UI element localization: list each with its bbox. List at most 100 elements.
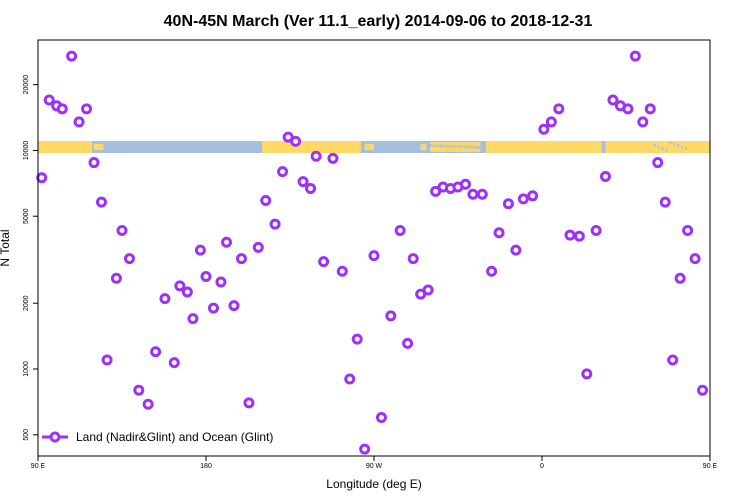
data-point — [73, 116, 85, 128]
data-point — [95, 196, 107, 208]
data-point — [394, 225, 406, 237]
band-speckle — [456, 145, 459, 149]
data-point — [344, 373, 356, 385]
band-speckle — [444, 144, 447, 148]
data-point — [318, 256, 330, 268]
data-point — [573, 230, 585, 242]
data-point — [486, 265, 498, 277]
band-speckle — [478, 146, 481, 149]
band-speckle — [439, 144, 442, 148]
y-tick-label: 5000 — [23, 208, 30, 224]
x-tick-label: 90 E — [31, 463, 46, 470]
land-segment — [94, 144, 104, 150]
land-ocean-band — [38, 141, 710, 153]
data-point — [260, 195, 272, 207]
band-speckle — [677, 144, 680, 147]
legend-marker — [49, 431, 61, 443]
data-point — [235, 253, 247, 265]
land-segment — [420, 144, 427, 150]
data-point — [493, 227, 505, 239]
data-point — [697, 384, 709, 396]
data-point — [66, 50, 78, 62]
x-tick-label: 90 W — [366, 463, 383, 470]
band-speckle — [657, 145, 660, 149]
chart-title: 40N-45N March (Ver 11.1_early) 2014-09-0… — [164, 13, 593, 30]
data-point — [43, 94, 55, 106]
data-point — [590, 225, 602, 237]
data-point — [385, 310, 397, 322]
x-axis-label: Longitude (deg E) — [326, 477, 421, 491]
legend: Land (Nadir&Glint) and Ocean (Glint) — [42, 430, 273, 444]
data-point — [644, 103, 656, 115]
data-point — [336, 265, 348, 277]
data-point — [510, 244, 522, 256]
band-speckle — [437, 144, 439, 148]
band-speckle — [661, 147, 664, 150]
land-segment — [38, 141, 93, 153]
data-point — [538, 123, 550, 135]
y-tick-label: 500 — [23, 429, 30, 441]
band-speckle — [461, 145, 464, 149]
data-point — [207, 302, 219, 314]
data-point — [553, 103, 565, 115]
band-speckle — [665, 148, 668, 152]
data-point — [667, 354, 679, 366]
band-speckle — [459, 145, 461, 149]
data-point — [368, 250, 380, 262]
data-point — [297, 176, 309, 188]
band-speckle — [673, 142, 676, 146]
data-point — [269, 218, 281, 230]
data-point — [181, 286, 193, 298]
data-point — [359, 443, 371, 455]
land-segment — [605, 141, 710, 153]
data-point — [422, 284, 434, 296]
y-tick-label: 10000 — [23, 141, 30, 161]
data-point — [545, 116, 557, 128]
data-point — [502, 198, 514, 210]
data-point — [194, 244, 206, 256]
data-point — [637, 116, 649, 128]
data-point — [159, 293, 171, 305]
band-speckle — [446, 144, 449, 148]
y-tick-label: 1000 — [23, 361, 30, 377]
data-point — [659, 196, 671, 208]
band-speckle — [476, 145, 478, 149]
data-point — [517, 193, 529, 205]
data-point — [629, 50, 641, 62]
data-point — [407, 253, 419, 265]
band-speckle — [669, 141, 672, 144]
data-point — [351, 333, 363, 345]
data-point — [221, 236, 233, 248]
land-segment — [262, 141, 361, 153]
band-speckle — [430, 144, 432, 147]
band-speckle — [449, 144, 451, 148]
data-point — [622, 103, 634, 115]
x-tick-label: 180 — [200, 463, 212, 470]
band-speckle — [463, 145, 466, 149]
data-point — [81, 103, 93, 115]
data-point — [174, 280, 186, 292]
data-point — [56, 103, 68, 115]
data-point — [150, 346, 162, 358]
land-segment — [364, 144, 374, 150]
plot-frame — [37, 39, 711, 457]
data-point — [305, 182, 317, 194]
band-speckle — [471, 145, 473, 149]
data-point — [674, 272, 686, 284]
data-point — [116, 225, 128, 237]
data-point — [228, 300, 240, 312]
data-point — [459, 178, 471, 190]
data-point — [123, 253, 135, 265]
band-speckle — [432, 144, 434, 148]
data-point — [581, 368, 593, 380]
data-point — [430, 185, 442, 197]
band-speckle — [451, 144, 454, 148]
data-point — [110, 272, 122, 284]
band-speckle — [480, 146, 483, 150]
band-speckle — [442, 144, 444, 148]
y-tick-label: 20000 — [23, 75, 30, 95]
data-point — [564, 229, 576, 241]
data-point — [36, 172, 48, 184]
band-speckle — [468, 145, 471, 149]
